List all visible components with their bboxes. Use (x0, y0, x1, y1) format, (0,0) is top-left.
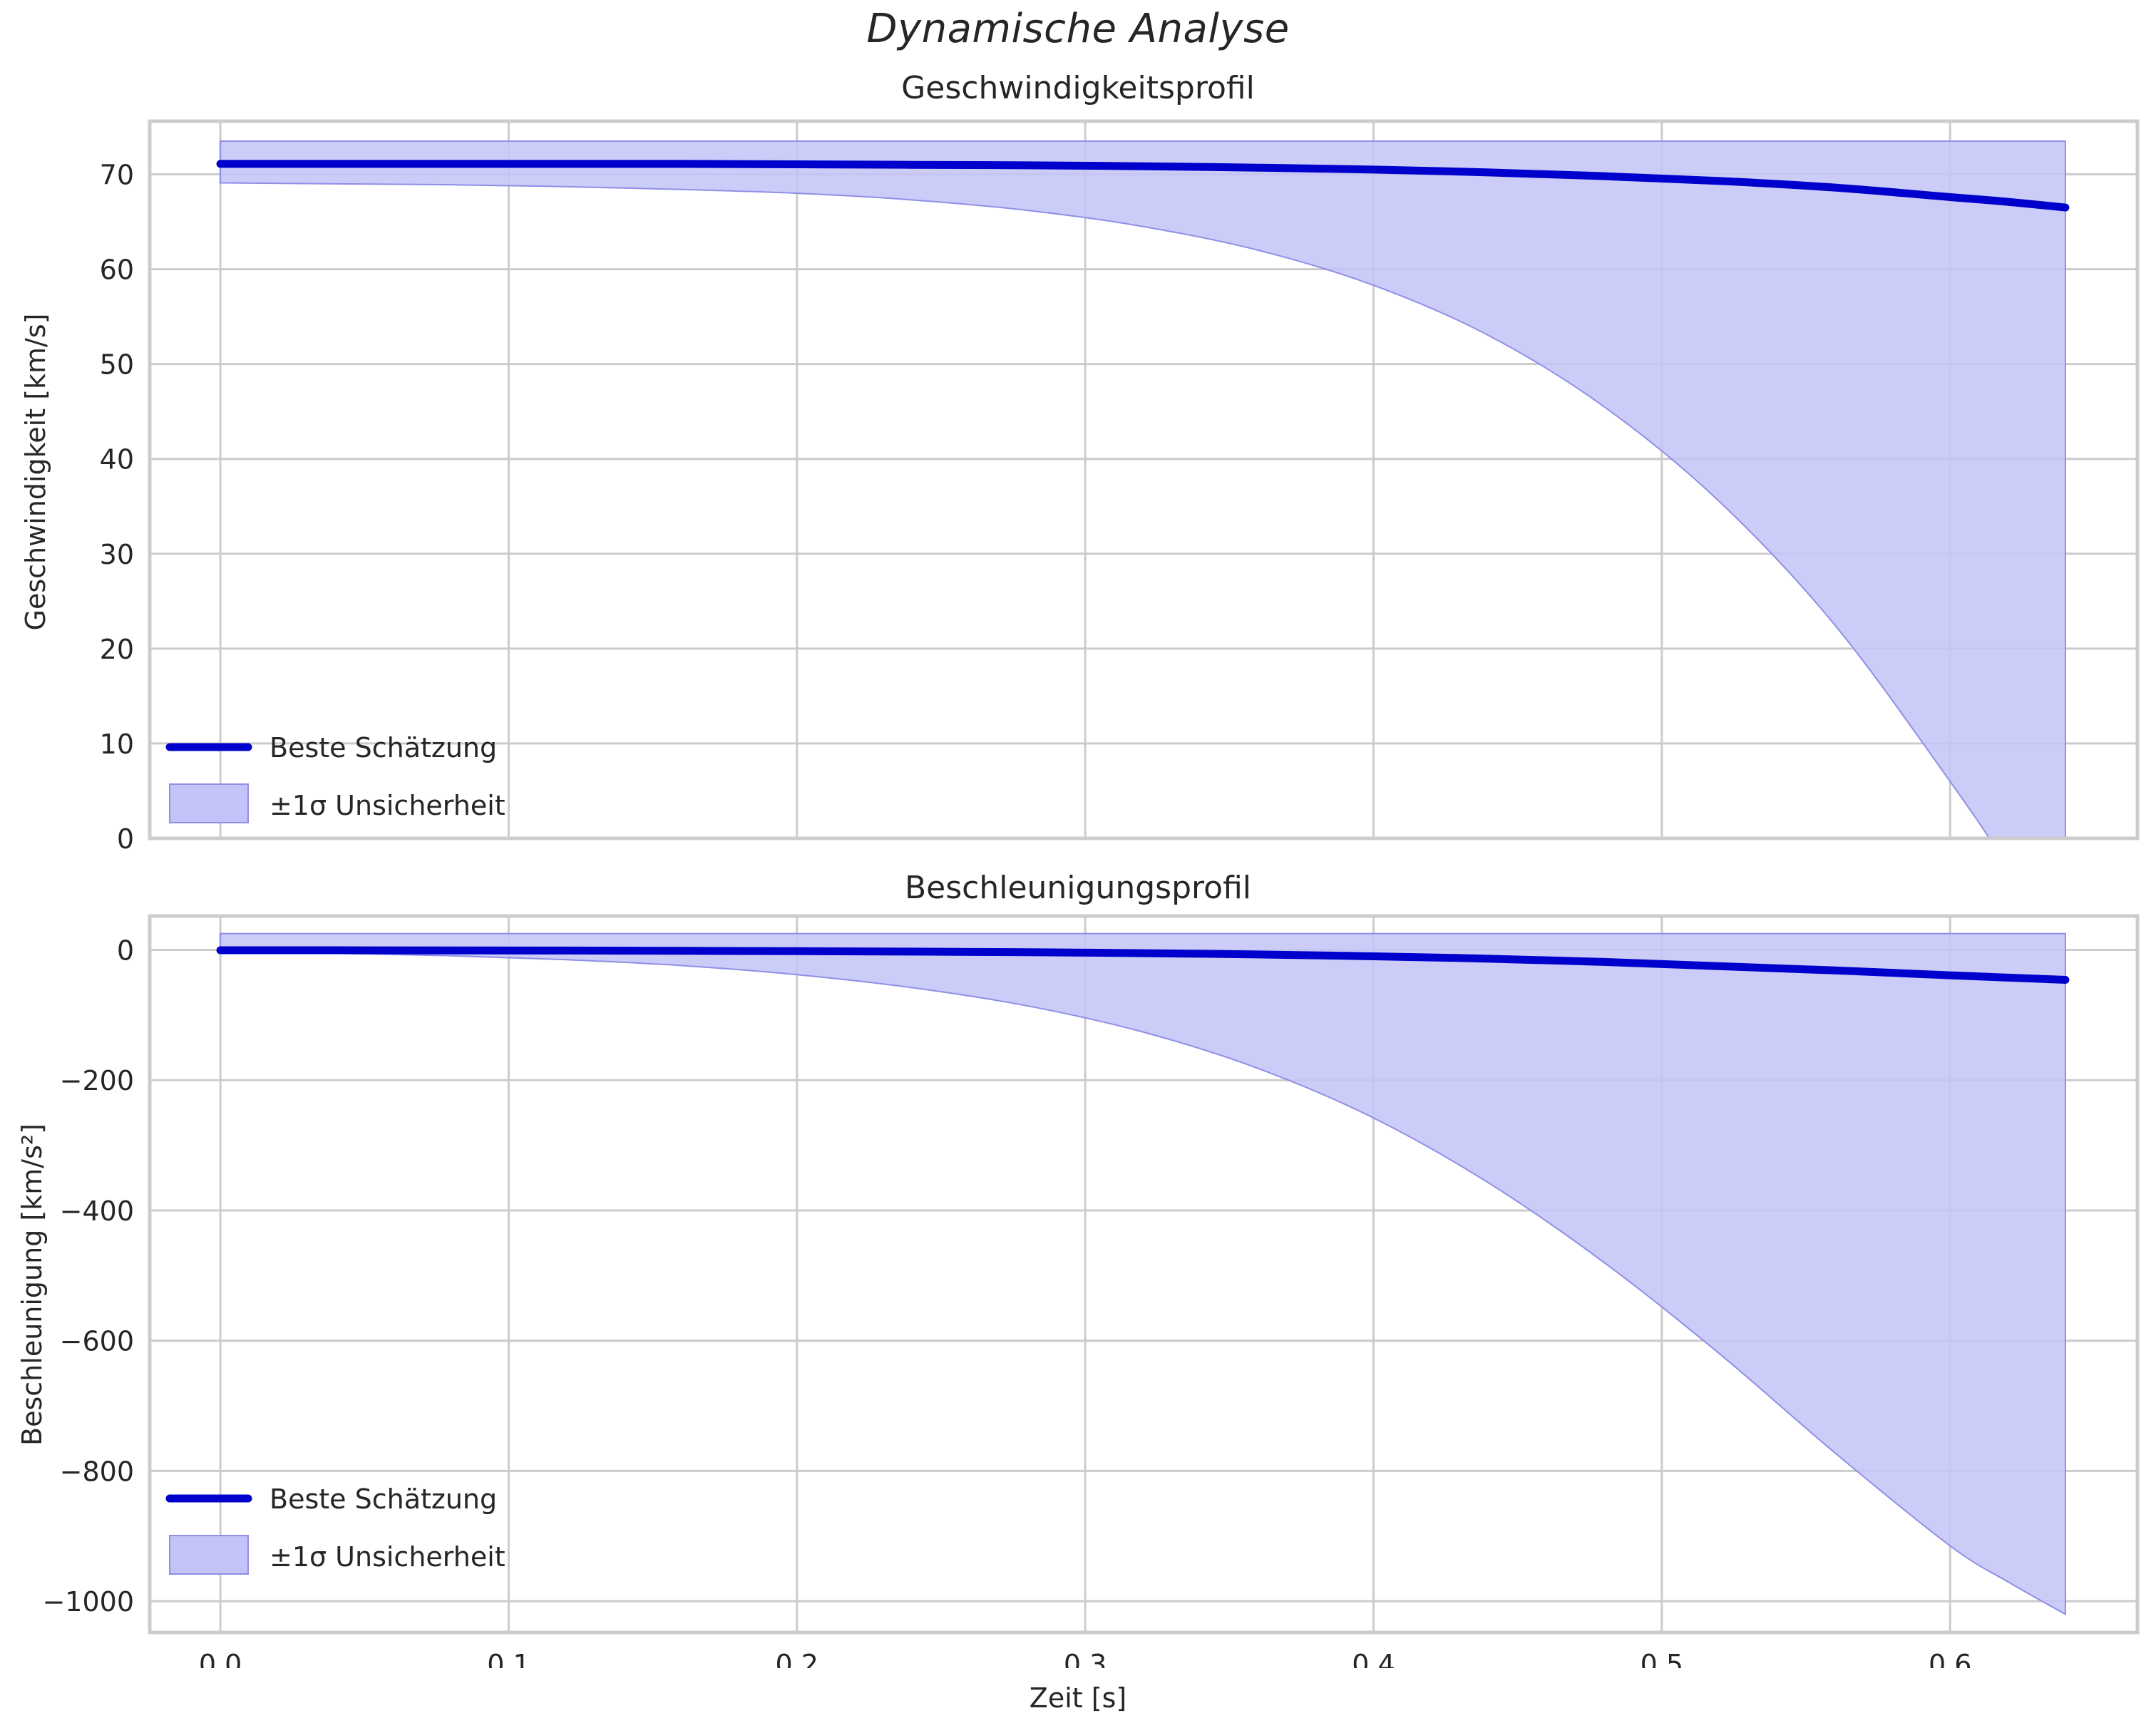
svg-text:−200: −200 (60, 1065, 134, 1096)
svg-text:40: 40 (100, 444, 134, 475)
svg-text:70: 70 (100, 160, 134, 191)
svg-text:0: 0 (117, 935, 134, 967)
svg-text:0.1: 0.1 (487, 1649, 530, 1668)
svg-text:Beste Schätzung: Beste Schätzung (270, 732, 497, 763)
svg-text:0.6: 0.6 (1929, 1649, 1971, 1668)
subplot-title-velocity: Geschwindigkeitsprofil (901, 70, 1255, 106)
y-tick-labels: 0 −200 −400 −600 −800 −1000 (42, 935, 134, 1618)
svg-text:20: 20 (100, 634, 134, 665)
svg-text:30: 30 (100, 539, 134, 570)
x-axis-label: Zeit [s] (1029, 1682, 1127, 1714)
svg-text:60: 60 (100, 254, 134, 286)
legend: Beste Schätzung ±1σ Unsicherheit (165, 732, 505, 823)
x-tick-labels: 0.0 0.1 0.2 0.3 0.4 0.5 0.6 (199, 1649, 1972, 1668)
svg-text:10: 10 (100, 729, 134, 760)
svg-text:50: 50 (100, 349, 134, 381)
figure-title: Dynamische Analyse (866, 6, 1290, 52)
y-tick-labels: 0 10 20 30 40 50 60 70 (100, 160, 134, 855)
subplot-title-acceleration: Beschleunigungsprofil (904, 870, 1252, 906)
svg-text:0.2: 0.2 (776, 1649, 818, 1668)
svg-text:0: 0 (117, 823, 134, 855)
data-layer (216, 140, 2070, 838)
svg-text:−1000: −1000 (42, 1586, 134, 1618)
svg-text:−800: −800 (60, 1456, 134, 1487)
svg-text:±1σ Unsicherheit: ±1σ Unsicherheit (270, 1541, 505, 1573)
svg-text:Beste Schätzung: Beste Schätzung (270, 1483, 497, 1515)
svg-text:0.3: 0.3 (1064, 1649, 1107, 1668)
data-layer (216, 932, 2070, 1616)
svg-text:0.5: 0.5 (1641, 1649, 1683, 1668)
svg-text:−400: −400 (60, 1195, 134, 1227)
svg-text:0.4: 0.4 (1352, 1649, 1395, 1668)
svg-text:0.0: 0.0 (199, 1649, 242, 1668)
svg-text:−600: −600 (60, 1326, 134, 1357)
svg-text:±1σ Unsicherheit: ±1σ Unsicherheit (270, 790, 505, 821)
velocity-plot: 0 10 20 30 40 50 60 70 Beste Schätzung ±1σ Unsich… (100, 119, 2140, 855)
legend: Beste Schätzung ±1σ Unsicherheit (165, 1483, 505, 1575)
acceleration-plot: 0 −200 −400 −600 −800 −1000 Beste Schätzung ±1σ… (42, 914, 2140, 1668)
